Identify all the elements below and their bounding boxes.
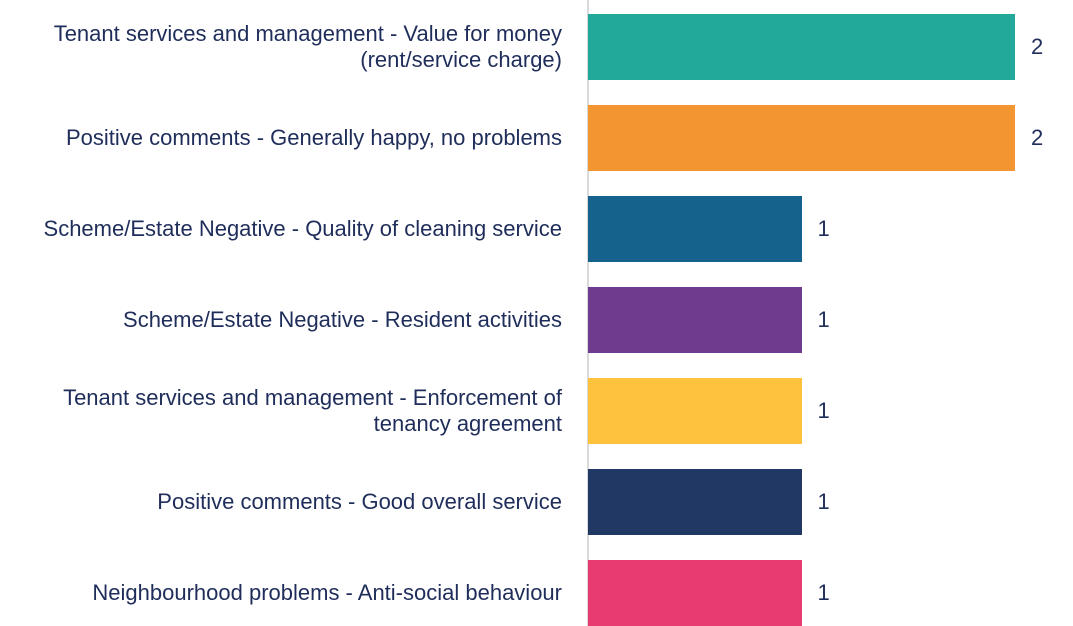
category-label: Scheme/Estate Negative - Quality of clea… (43, 216, 562, 241)
bar (588, 378, 802, 444)
value-label: 1 (817, 216, 830, 241)
category-label: Positive comments - Good overall service (157, 489, 562, 514)
bar (588, 196, 802, 262)
bar (588, 287, 802, 353)
value-label: 1 (817, 489, 830, 514)
bar (588, 469, 802, 535)
category-label: Tenant services and management - Enforce… (63, 385, 562, 436)
value-label: 2 (1031, 125, 1044, 150)
bar (588, 14, 1015, 80)
category-label: Tenant services and management - Value f… (53, 21, 562, 72)
value-label: 1 (817, 307, 830, 332)
category-label: Neighbourhood problems - Anti-social beh… (92, 580, 562, 605)
value-label: 1 (817, 580, 830, 605)
value-label: 1 (817, 398, 830, 423)
bar (588, 560, 802, 626)
category-label: Scheme/Estate Negative - Resident activi… (123, 307, 562, 332)
category-label: Positive comments - Generally happy, no … (65, 125, 562, 150)
value-label: 2 (1031, 34, 1044, 59)
bar (588, 105, 1015, 171)
